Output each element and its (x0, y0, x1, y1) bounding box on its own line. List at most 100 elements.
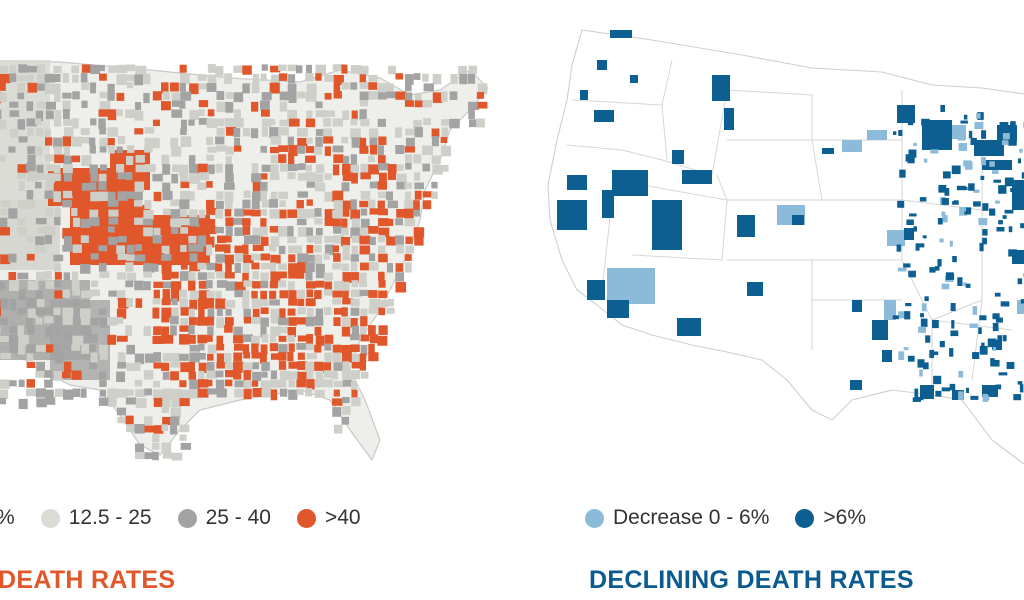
county-tile (53, 164, 61, 174)
county-tile (867, 130, 887, 140)
county-tile (188, 280, 196, 291)
county-tile (929, 349, 935, 359)
county-tile (36, 64, 46, 74)
county-tile (414, 182, 425, 190)
county-tile (26, 388, 37, 397)
county-tile (107, 191, 116, 201)
county-tile (422, 191, 433, 198)
county-tile (360, 172, 371, 180)
county-tile (0, 379, 10, 389)
county-tile (26, 353, 34, 361)
county-tile (324, 209, 335, 220)
county-tile (9, 299, 17, 311)
county-tile (287, 163, 298, 171)
county-tile (378, 191, 387, 199)
county-tile (332, 262, 342, 270)
county-tile (99, 164, 107, 171)
county-tile (963, 160, 972, 167)
county-tile (98, 344, 108, 355)
county-tile (261, 173, 268, 180)
county-tile (80, 263, 91, 274)
county-tile (0, 397, 7, 405)
county-tile (44, 316, 54, 324)
county-tile (206, 316, 215, 326)
county-tile (135, 164, 146, 173)
county-tile (306, 199, 313, 206)
county-tile (117, 298, 129, 309)
county-tile (342, 298, 354, 305)
county-tile (54, 154, 65, 164)
county-tile (941, 211, 946, 216)
legend-label: % (0, 506, 15, 530)
county-tile (378, 307, 386, 316)
county-tile (251, 200, 260, 210)
county-tile (179, 398, 190, 407)
county-tile (351, 272, 359, 283)
county-tile (134, 200, 143, 207)
county-tile (907, 156, 915, 164)
county-tile (81, 64, 93, 73)
county-tile (18, 200, 28, 209)
county-tile (952, 390, 964, 400)
county-tile (0, 389, 9, 400)
county-tile (908, 149, 917, 158)
county-tile (117, 352, 126, 363)
county-tile (915, 245, 920, 251)
county-tile (225, 173, 234, 183)
county-tile (994, 150, 999, 155)
county-tile (341, 307, 348, 317)
county-tile (278, 191, 288, 200)
county-tile (251, 343, 259, 354)
county-tile (288, 290, 297, 300)
county-tile (134, 362, 141, 371)
county-tile (368, 199, 376, 209)
county-tile (215, 370, 224, 378)
county-tile (45, 101, 56, 110)
county-tile (970, 137, 977, 146)
county-tile (72, 190, 80, 197)
county-tile (243, 389, 252, 400)
county-tile (822, 148, 834, 154)
county-tile (9, 101, 19, 108)
county-tile (35, 128, 44, 137)
county-tile (197, 163, 209, 174)
county-tile (243, 316, 252, 324)
county-tile (341, 227, 349, 236)
county-tile (143, 92, 150, 104)
county-tile (907, 121, 914, 126)
county-tile (27, 146, 36, 154)
county-tile (287, 136, 294, 147)
county-tile (188, 226, 198, 235)
county-tile (405, 245, 414, 254)
county-tile (242, 334, 253, 342)
county-tile (333, 154, 344, 164)
county-tile (270, 389, 278, 401)
county-tile (44, 181, 56, 191)
county-tile (125, 191, 135, 199)
county-tile (206, 244, 213, 256)
county-tile (35, 146, 43, 156)
county-tile (324, 92, 332, 100)
county-tile (71, 280, 80, 291)
county-tile (279, 163, 288, 172)
county-tile (171, 298, 178, 306)
county-tile (270, 74, 281, 84)
county-tile (260, 100, 270, 111)
county-tile (63, 361, 72, 373)
county-tile (107, 91, 115, 101)
county-tile (296, 200, 304, 209)
county-tile (306, 208, 316, 219)
county-tile (143, 227, 153, 237)
county-tile (404, 262, 412, 273)
county-tile (116, 109, 123, 117)
county-tile (269, 82, 280, 94)
county-tile (966, 207, 972, 213)
county-tile (324, 236, 334, 243)
county-tile (99, 389, 107, 397)
county-tile (921, 303, 927, 312)
county-tile (1019, 148, 1023, 153)
county-tile (216, 353, 228, 365)
right-county-tiles (557, 30, 1024, 402)
county-tile (477, 101, 488, 109)
county-tile (134, 424, 145, 434)
